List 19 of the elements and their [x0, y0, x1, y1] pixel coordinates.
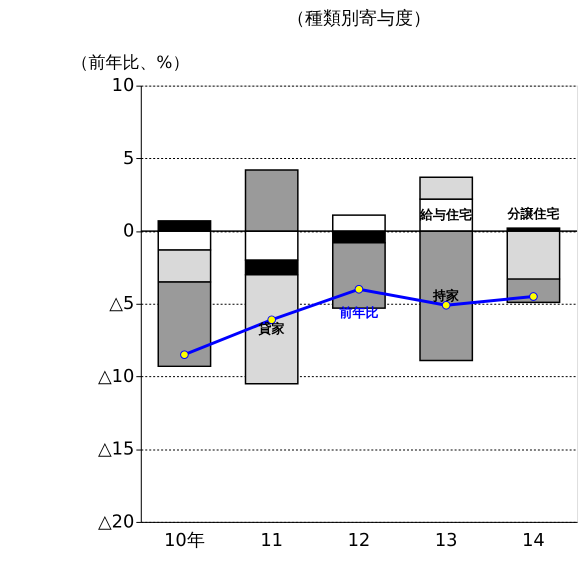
y-tick-label: △5 — [109, 293, 134, 314]
y-tick-label: 0 — [123, 220, 134, 242]
y-tick-label: △10 — [98, 366, 134, 387]
series-label: 持家 — [432, 288, 460, 304]
x-tick-label: 13 — [434, 530, 458, 552]
y-axis-title: （前年比、%） — [71, 52, 190, 72]
series-label: 分譲住宅 — [506, 206, 560, 222]
chart-title: （種類別寄与度） — [286, 8, 431, 30]
y-tick-label: △20 — [98, 511, 134, 532]
x-tick-label: 14 — [522, 530, 545, 552]
x-tick-label: 11 — [260, 530, 284, 552]
x-tick-label: 12 — [348, 530, 370, 552]
y-tick-label: 5 — [123, 148, 134, 169]
y-tick-label: 10 — [112, 75, 134, 96]
x-tick-label: 10年 — [164, 530, 205, 552]
y-tick-label: △15 — [98, 438, 134, 460]
series-label: 前年比 — [338, 306, 378, 322]
series-label: 貸家 — [258, 321, 285, 338]
series-label: 給与住宅 — [419, 207, 472, 224]
